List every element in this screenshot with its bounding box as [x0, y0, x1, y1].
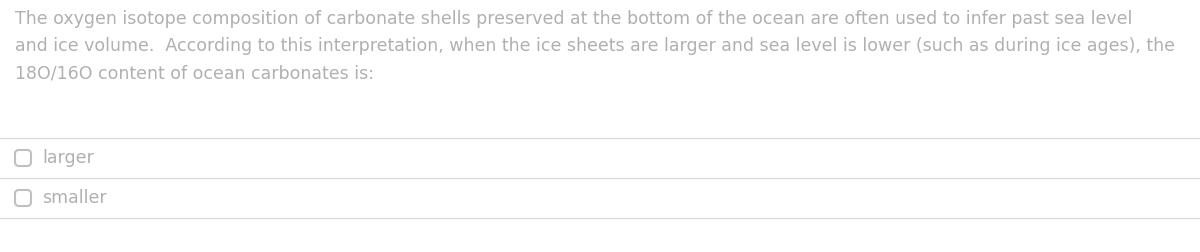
- Text: smaller: smaller: [42, 189, 107, 207]
- Text: larger: larger: [42, 149, 94, 167]
- Text: The oxygen isotope composition of carbonate shells preserved at the bottom of th: The oxygen isotope composition of carbon…: [14, 10, 1175, 82]
